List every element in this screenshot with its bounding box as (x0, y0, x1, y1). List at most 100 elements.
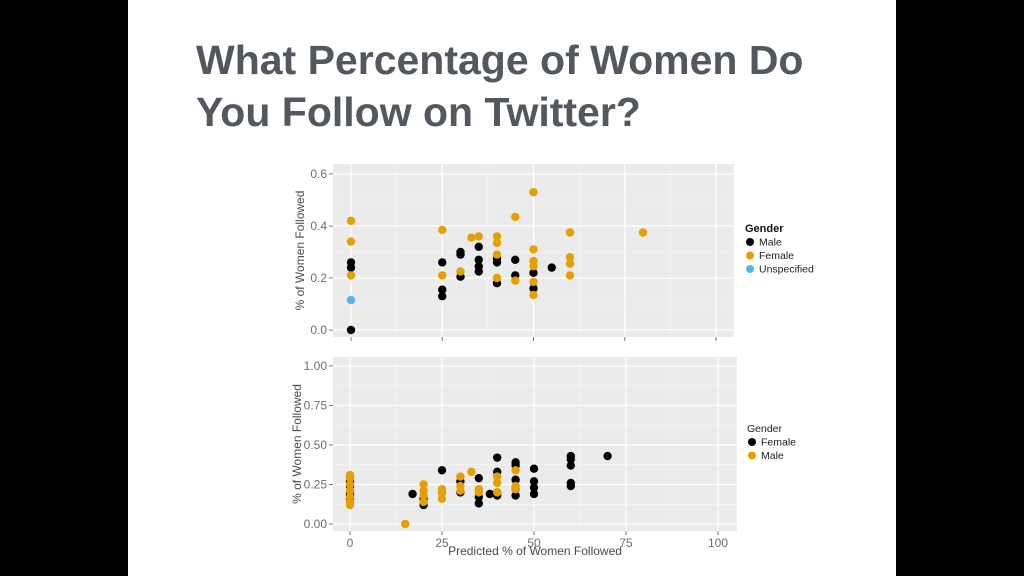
data-point-male (438, 258, 447, 267)
y-axis-label: % of Women Followed (290, 384, 304, 504)
data-point-female (603, 451, 612, 461)
y-tick-label: 1.00 (304, 359, 328, 373)
x-tick-label: 0 (347, 536, 354, 550)
data-point-male (345, 480, 355, 489)
chart-bottom: 0.00 0.25 0.50 0.75 1.00 0 25 50 75 100 % of Women… (290, 357, 796, 558)
legend-label-male: Male (761, 450, 784, 462)
data-point-male (346, 325, 356, 335)
data-point-female (565, 271, 575, 280)
data-point-female (438, 271, 447, 280)
data-point-female (511, 491, 520, 500)
data-point-male (474, 242, 483, 251)
data-point-female (529, 489, 539, 499)
data-point-male (345, 486, 355, 496)
data-point-female (408, 489, 417, 499)
legend-title: Gender (745, 223, 784, 235)
data-point-male (474, 255, 483, 264)
data-point-female (467, 233, 476, 242)
data-point-male (529, 284, 538, 293)
data-point-female (456, 267, 465, 276)
data-point-male (437, 488, 447, 497)
x-tick-label: 50 (527, 536, 541, 550)
data-point-male (493, 472, 502, 481)
data-point-male (437, 494, 447, 503)
data-point-female (511, 212, 520, 222)
y-tick-label: 0.50 (304, 438, 328, 452)
data-point-female (492, 238, 502, 248)
data-point-female (529, 483, 539, 492)
y-tick-label: 0.75 (304, 399, 328, 413)
data-point-female (529, 464, 539, 473)
x-axis-label: Predicted % of Women Followed (448, 544, 622, 558)
data-point-male (345, 500, 355, 510)
x-tick-label: 25 (435, 536, 449, 550)
legend-swatch-female (748, 438, 756, 446)
legend-label-female: Female (761, 437, 796, 449)
y-tick-label: 0.6 (310, 167, 327, 181)
data-point-female (493, 453, 502, 462)
x-tick-label: 75 (619, 536, 633, 550)
data-point-female (474, 473, 483, 483)
legend-swatch-female (746, 251, 754, 260)
data-point-unspecified (346, 295, 356, 305)
data-point-female (492, 250, 502, 259)
data-point-male (456, 486, 465, 496)
plot-panel (333, 357, 737, 531)
data-point-female (529, 245, 538, 254)
chart-top: 0.0 0.2 0.4 0.6% of Women Followed Gender Mal… (293, 164, 814, 341)
data-point-male (346, 263, 356, 272)
data-point-female (566, 461, 575, 470)
data-point-female (529, 477, 539, 486)
y-axis-label: % of Women Followed (293, 191, 307, 311)
y-tick-label: 0.2 (310, 271, 327, 285)
data-point-female (565, 228, 575, 237)
x-tick-label: 100 (708, 536, 728, 550)
data-point-male (511, 466, 520, 475)
data-point-female (511, 475, 520, 484)
data-point-male (438, 292, 447, 301)
data-point-male (529, 268, 538, 277)
data-point-female (511, 276, 520, 285)
data-point-female (529, 290, 538, 300)
y-tick-label: 0.0 (310, 323, 327, 337)
data-point-female (485, 489, 495, 499)
data-point-male (401, 519, 410, 529)
data-point-female (529, 277, 538, 287)
data-point-female (346, 271, 356, 280)
data-point-female (346, 216, 356, 225)
y-tick-label: 0.4 (310, 219, 327, 233)
data-point-female (529, 188, 538, 197)
data-point-female (474, 499, 483, 508)
data-point-male (467, 467, 476, 477)
legend-swatch-male (746, 238, 754, 246)
data-point-male (493, 488, 502, 497)
data-point-female (474, 232, 483, 241)
data-point-male (419, 497, 428, 507)
data-point-male (547, 263, 556, 272)
data-point-female (566, 481, 575, 491)
legend-label-female: Female (759, 250, 794, 262)
data-point-male (419, 491, 428, 500)
data-point-female (566, 455, 575, 464)
slide-title: What Percentage of Women Do You Follow o… (196, 37, 804, 135)
data-point-male (474, 267, 483, 276)
data-point-female (565, 253, 575, 262)
data-point-female (346, 237, 356, 246)
data-point-female (565, 259, 575, 268)
data-point-male (492, 258, 502, 267)
data-point-female (492, 273, 502, 283)
y-tick-label: 0.25 (304, 478, 328, 492)
data-point-male (456, 472, 465, 481)
legend-label-male: Male (759, 237, 782, 249)
data-point-male (511, 485, 520, 494)
data-point-male (345, 473, 355, 483)
data-point-male (456, 250, 465, 259)
legend-title: Gender (747, 423, 783, 435)
y-tick-label: 0.00 (304, 517, 328, 531)
legend-swatch-male (748, 451, 756, 460)
data-point-male (511, 255, 520, 264)
data-point-female (492, 232, 502, 241)
data-point-female (529, 262, 538, 271)
data-point-male (493, 478, 502, 488)
